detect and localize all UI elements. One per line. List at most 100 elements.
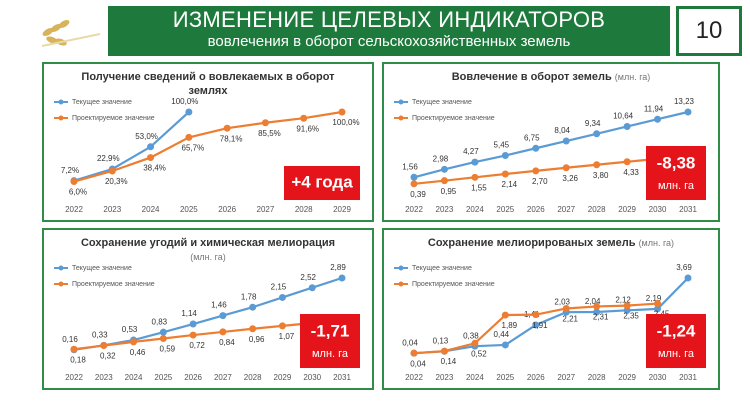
- data-label: 78,1%: [220, 134, 243, 143]
- data-label: 1,89: [502, 321, 518, 330]
- data-point: [249, 303, 257, 311]
- x-tick-label: 2022: [65, 373, 83, 382]
- legend-label: Проектируемое значение: [412, 281, 495, 288]
- x-tick-label: 2028: [295, 205, 313, 214]
- x-tick-label: 2027: [557, 205, 575, 214]
- data-label: 2,89: [330, 263, 346, 272]
- data-label: 0,16: [62, 335, 78, 344]
- data-point: [471, 173, 479, 181]
- legend-marker: [398, 115, 404, 121]
- badge: [646, 146, 706, 200]
- data-label: 3,69: [676, 263, 692, 272]
- x-tick-label: 2022: [405, 205, 423, 214]
- data-label: 0,38: [463, 331, 479, 340]
- x-tick-label: 2031: [679, 373, 697, 382]
- data-label: 20,3%: [105, 177, 128, 186]
- data-point: [501, 341, 509, 349]
- data-point: [70, 178, 78, 186]
- data-label: 2,31: [593, 313, 609, 322]
- wheat-icon: [41, 20, 101, 47]
- chart-panel: 2022 2023 2024 2025 2026 2027 2028 2029 2030 2031…: [382, 62, 720, 222]
- data-point: [338, 108, 346, 116]
- data-label: 85,5%: [258, 129, 281, 138]
- badge-text: -1,24: [657, 321, 696, 340]
- chart: 2022 2023 2024 2025 2026 2027 2028 2029 7,2% 22,9…: [54, 97, 360, 214]
- data-point: [654, 115, 662, 123]
- data-point: [440, 347, 448, 355]
- data-point: [471, 158, 479, 166]
- data-label: 2,03: [554, 297, 570, 306]
- data-label: 2,21: [562, 315, 578, 324]
- legend-marker: [398, 265, 404, 271]
- data-label: 0,14: [441, 357, 457, 366]
- data-point: [440, 165, 448, 173]
- page-number: 10: [676, 6, 742, 56]
- badge: [646, 314, 706, 368]
- series-line: [73, 111, 190, 182]
- data-label: 2,98: [433, 154, 449, 163]
- badge: [300, 314, 360, 368]
- data-label: 100,0%: [332, 118, 359, 127]
- data-point: [623, 302, 631, 310]
- data-point: [410, 180, 418, 188]
- series-line: [73, 110, 343, 183]
- data-label: 7,2%: [61, 166, 79, 175]
- data-point: [471, 339, 479, 347]
- badge-text: -1,71: [311, 321, 350, 340]
- data-point: [159, 328, 167, 336]
- data-point: [278, 293, 286, 301]
- chart-title: Вовлечение в оборот земель: [451, 71, 612, 83]
- x-tick-label: 2023: [436, 373, 454, 382]
- data-label: 1,55: [471, 183, 487, 192]
- data-point: [593, 130, 601, 138]
- data-label: 6,75: [524, 133, 540, 142]
- x-tick-label: 2024: [125, 373, 143, 382]
- data-label: 0,84: [219, 338, 235, 347]
- data-label: 0,33: [92, 330, 108, 339]
- data-label: 2,04: [585, 297, 601, 306]
- data-label: 1,07: [279, 332, 295, 341]
- data-label: 4,27: [463, 147, 479, 156]
- data-label: 2,19: [646, 294, 662, 303]
- x-tick-label: 2030: [303, 373, 321, 382]
- data-label: 1,56: [402, 162, 418, 171]
- data-label: 1,14: [181, 309, 197, 318]
- legend-label: Текущее значение: [412, 265, 472, 272]
- data-label: 0,52: [471, 349, 487, 358]
- data-point: [410, 173, 418, 181]
- data-label: 0,18: [70, 355, 86, 364]
- data-point: [108, 167, 116, 175]
- legend-marker: [58, 281, 64, 287]
- data-point: [654, 305, 662, 313]
- x-tick-label: 2026: [527, 205, 545, 214]
- wheat-stem: [41, 33, 101, 47]
- chart: 2022 2023 2024 2025 2026 2027 2028 2029 2030 2031…: [394, 263, 706, 382]
- legend-label: Проектируемое значение: [412, 115, 495, 122]
- legend-marker: [58, 115, 64, 121]
- data-label: 65,7%: [182, 143, 205, 152]
- data-point: [623, 122, 631, 130]
- data-label: 2,35: [623, 312, 639, 321]
- chart-title: Сохранение угодий и химическая мелиораци…: [80, 237, 336, 249]
- data-point: [278, 322, 286, 330]
- data-label: 0,04: [410, 359, 426, 368]
- data-label: 0,59: [160, 345, 176, 354]
- data-point: [189, 320, 197, 328]
- x-tick-label: 2029: [274, 373, 292, 382]
- chart-panel: 2022 2023 2024 2025 2026 2027 2028 2029 2030 2031…: [382, 228, 720, 390]
- data-point: [623, 158, 631, 166]
- legend-marker: [398, 99, 404, 105]
- badge-text: млн. га: [312, 348, 349, 360]
- x-tick-label: 2023: [95, 373, 113, 382]
- data-point: [532, 321, 540, 329]
- chart: 2022 2023 2024 2025 2026 2027 2028 2029 2030 2031…: [54, 263, 360, 382]
- data-label: 0,46: [130, 348, 146, 357]
- x-tick-label: 2025: [496, 373, 514, 382]
- data-point: [219, 328, 227, 336]
- data-point: [410, 349, 418, 357]
- legend-label: Проектируемое значение: [72, 281, 155, 288]
- badge-text: +4 года: [291, 172, 353, 191]
- data-point: [562, 304, 570, 312]
- data-point: [308, 284, 316, 292]
- data-point: [593, 161, 601, 169]
